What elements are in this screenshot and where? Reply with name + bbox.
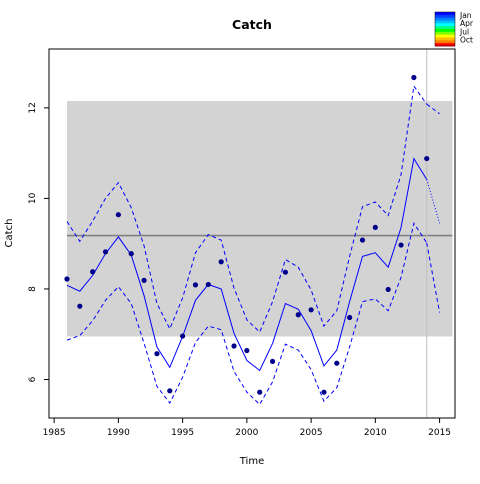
observed-point — [334, 360, 340, 366]
observed-point — [77, 303, 83, 309]
x-tick-label: 1985 — [43, 428, 66, 438]
x-tick-label: 1995 — [171, 428, 194, 438]
observed-point — [424, 155, 430, 162]
observed-point — [192, 282, 199, 288]
x-tick-label: 1990 — [107, 428, 130, 438]
observed-point — [167, 388, 173, 394]
observed-point — [308, 307, 314, 313]
legend-label: Jul — [459, 27, 469, 36]
x-tick-label: 2010 — [364, 428, 387, 438]
legend-color-strip — [435, 34, 455, 38]
observed-point — [141, 277, 147, 283]
legend-color-strip — [435, 31, 455, 36]
y-tick-label: 10 — [28, 192, 38, 204]
lower-interval-line — [66, 222, 428, 406]
legend-frame — [434, 11, 456, 47]
x-tick-label: 2015 — [428, 428, 451, 438]
observed-point — [257, 389, 263, 395]
upper-interval-line — [66, 84, 428, 333]
observed-point — [231, 343, 237, 349]
legend-color-strip — [435, 29, 455, 33]
observed-point — [385, 286, 391, 293]
observed-point — [205, 281, 211, 288]
x-tick-label: 2000 — [235, 428, 258, 438]
forecast-lower-line — [426, 242, 441, 313]
plot-frame — [48, 48, 456, 419]
legend-color-strip — [435, 23, 455, 27]
legend-color-strip — [435, 14, 455, 19]
legend-color-strip — [435, 37, 455, 41]
observed-point — [90, 269, 96, 275]
observed-point — [128, 251, 134, 257]
y-tick-label: 12 — [28, 102, 38, 113]
observed-point — [321, 389, 327, 395]
legend-label: Jan — [459, 11, 472, 20]
plot-area: 1985 1990 1995 2000 2005 2010 2015 6 8 10 12 — [28, 48, 456, 438]
chart-title: Catch — [232, 17, 272, 32]
x-axis-label: Time — [239, 456, 264, 467]
observed-point — [115, 212, 121, 218]
y-tick-label: 8 — [28, 286, 38, 292]
legend-label: Oct — [460, 36, 473, 45]
x-tick-label: 2005 — [300, 428, 323, 438]
observed-point — [244, 347, 250, 354]
y-tick-label: 6 — [28, 376, 38, 382]
observed-point — [282, 269, 289, 275]
forecast-upper-line — [426, 103, 440, 115]
observed-point — [347, 314, 353, 321]
observed-point — [64, 276, 70, 282]
observed-point — [218, 259, 224, 265]
legend-label: Apr — [460, 19, 474, 28]
observed-point — [154, 351, 160, 357]
observed-point — [359, 237, 366, 243]
range-band — [66, 101, 453, 337]
legend-color-strip — [435, 12, 455, 16]
observed-point — [102, 249, 109, 255]
legend-color-strip — [435, 17, 455, 21]
legend-color-strip — [435, 20, 455, 24]
legend-color-strip — [435, 43, 455, 47]
observed-point — [295, 312, 301, 318]
observed-point — [411, 74, 417, 81]
observed-point — [372, 224, 378, 230]
observed-point — [398, 242, 404, 248]
legend-color-strip — [435, 26, 455, 30]
fitted-line — [66, 157, 428, 372]
y-axis-label: Catch — [4, 219, 15, 248]
observed-point — [269, 358, 276, 365]
observed-point — [180, 333, 186, 339]
legend-color-strip — [435, 40, 455, 44]
